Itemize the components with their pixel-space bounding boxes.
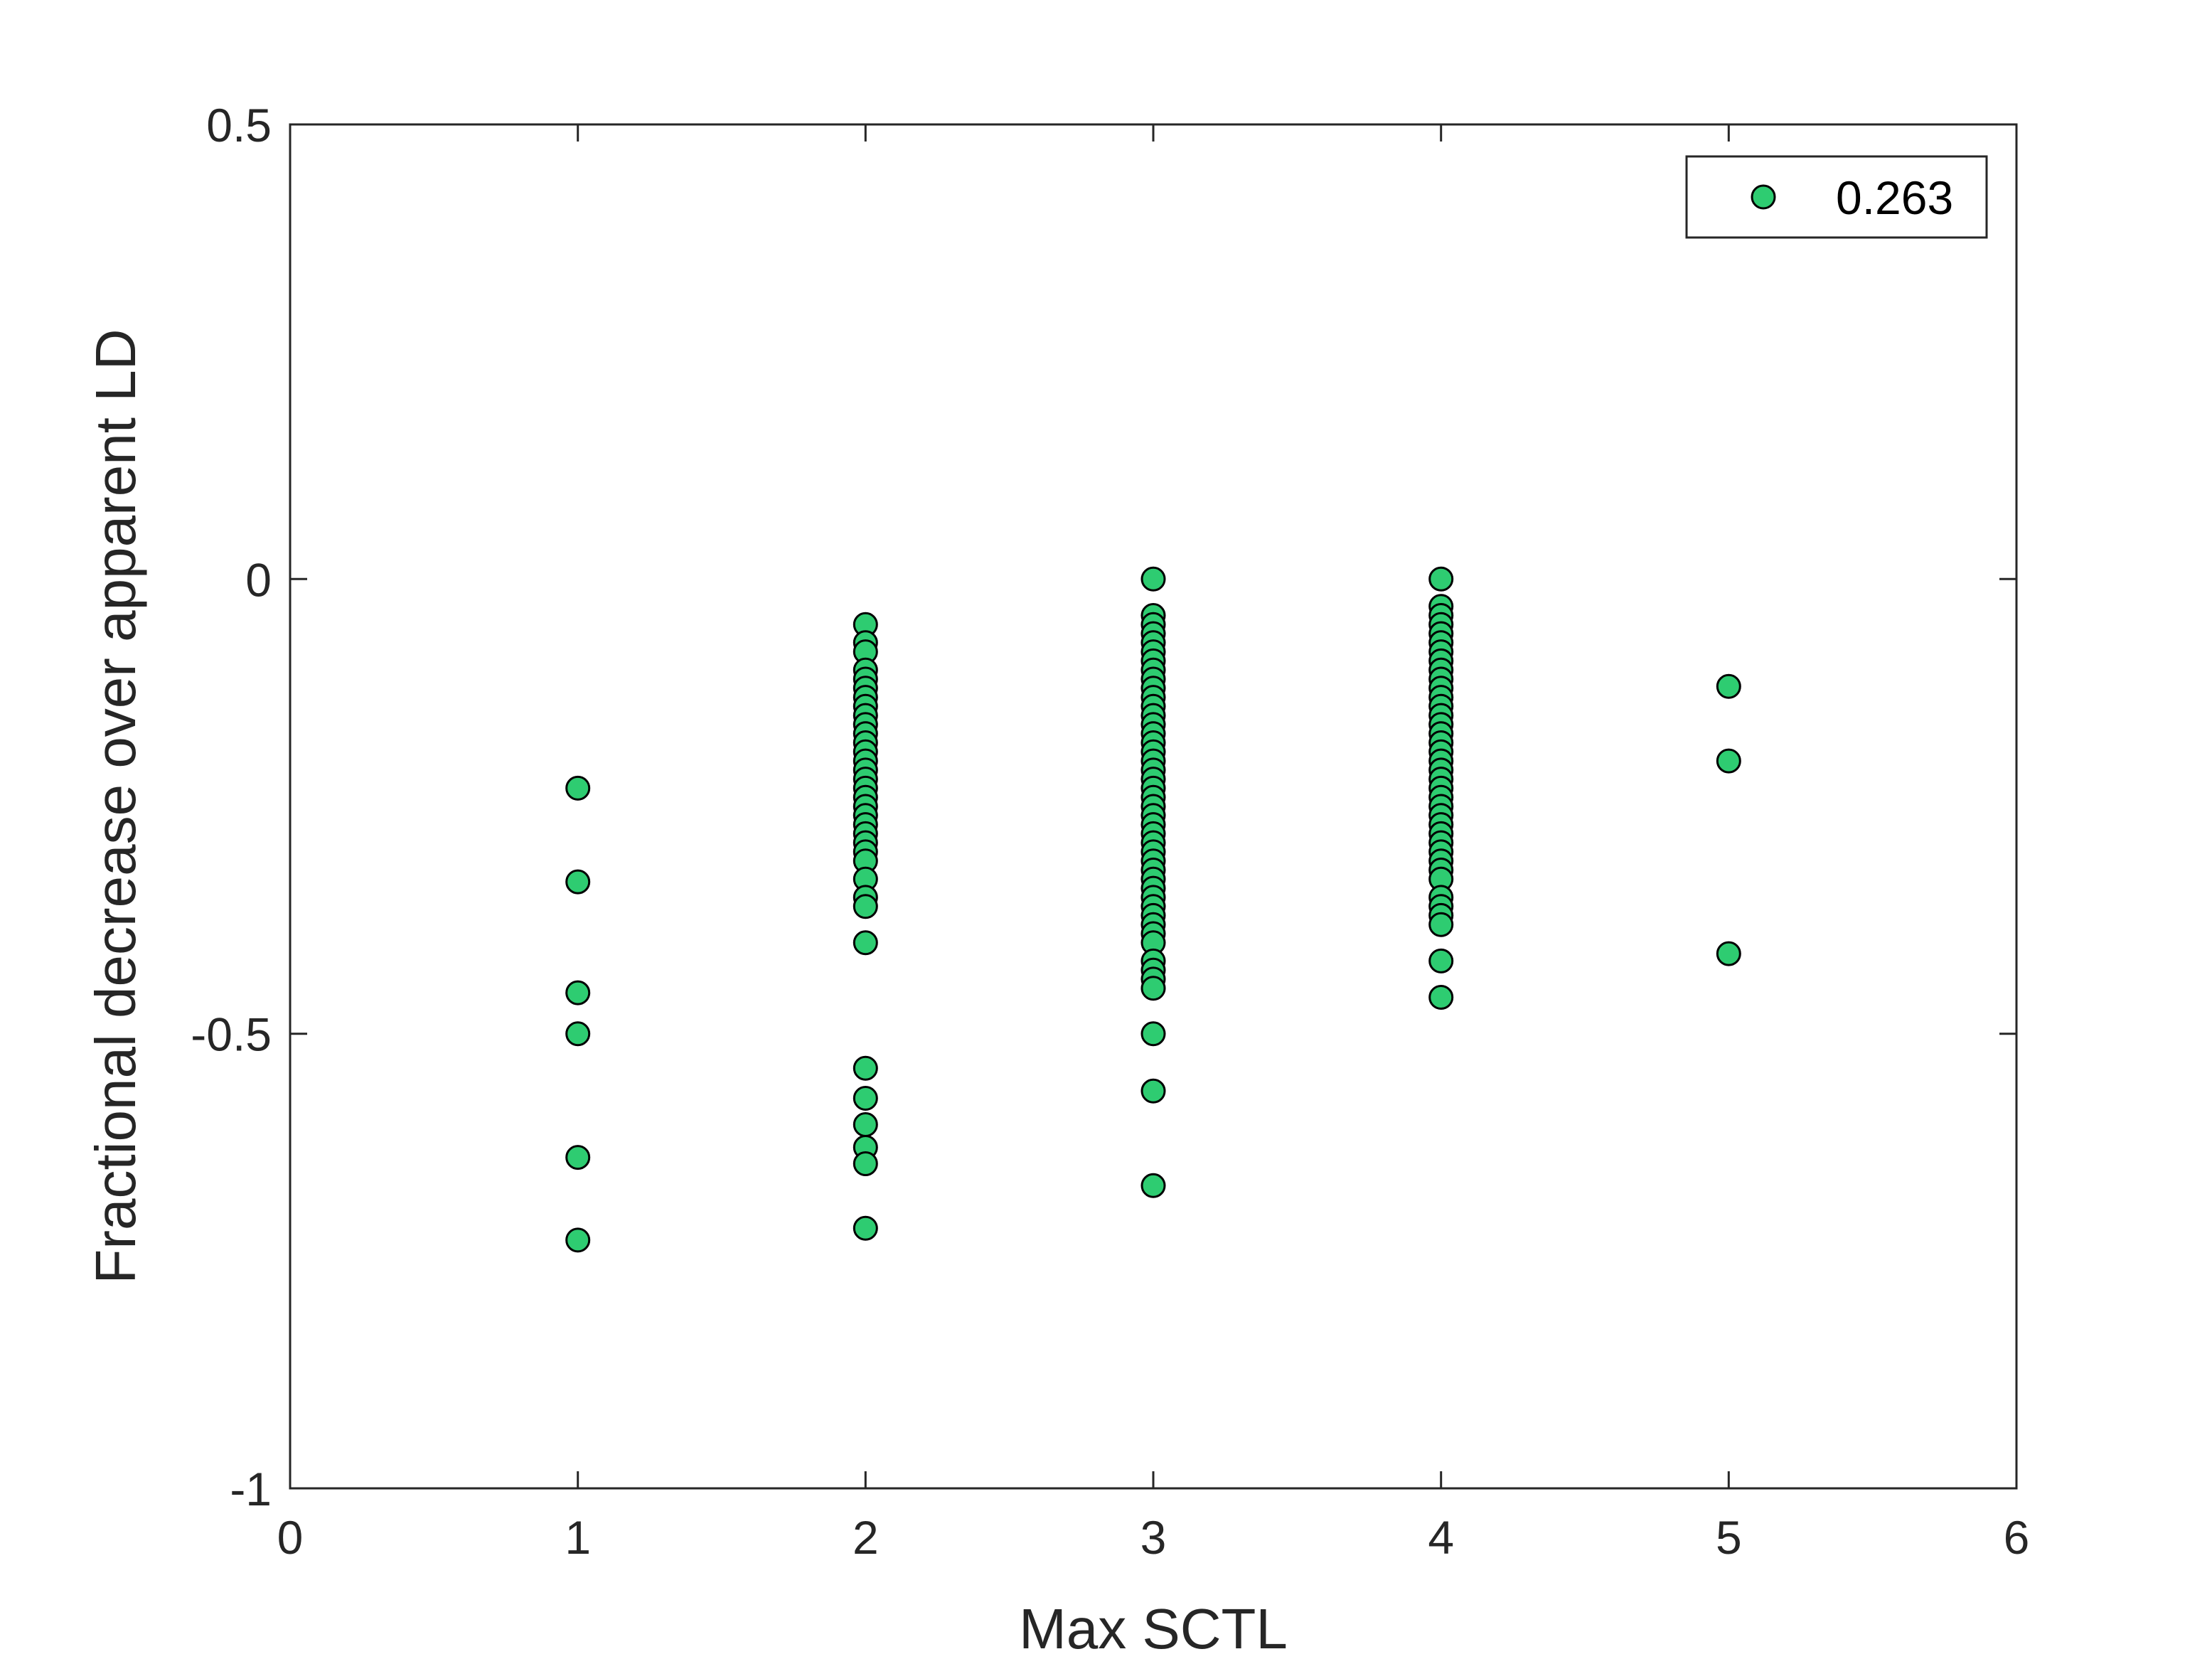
data-point: [1140, 1078, 1166, 1104]
data-point: [853, 1215, 878, 1241]
data-point: [565, 775, 591, 801]
x-axis-label: Max SCTL: [1019, 1597, 1288, 1659]
y-tick-label: 0: [245, 553, 272, 606]
data-point: [853, 930, 878, 956]
data-point: [565, 1227, 591, 1253]
data-point: [1428, 912, 1454, 937]
legend-label: 0.263: [1836, 171, 1953, 224]
data-point: [1140, 1021, 1166, 1047]
data-point: [1428, 985, 1454, 1010]
data-point: [1716, 941, 1741, 966]
data-point: [853, 1086, 878, 1111]
data-point: [565, 1145, 591, 1170]
data-point: [1716, 748, 1741, 774]
legend-marker: [1751, 184, 1776, 210]
x-tick-label: 5: [1716, 1511, 1742, 1564]
points-layer: [565, 566, 1741, 1253]
ticks-layer: [289, 123, 2018, 1490]
data-point: [1140, 1173, 1166, 1198]
data-point: [565, 869, 591, 895]
y-tick-label: -0.5: [191, 1008, 272, 1061]
legend-box: [1685, 155, 1988, 239]
y-tick-label: 0.5: [206, 99, 272, 151]
y-axis-label: Fractional decrease over apparent LD: [84, 329, 147, 1284]
data-point: [565, 980, 591, 1005]
data-point: [565, 1021, 591, 1047]
data-point: [853, 894, 878, 919]
x-tick-label: 3: [1140, 1511, 1167, 1564]
tick-labels-layer: 0 1 2 3 4 5 6 -1 -0.5 0 0.5: [191, 99, 2029, 1564]
x-tick-label: 6: [2004, 1511, 2030, 1564]
data-point: [1140, 976, 1166, 1001]
x-tick-label: 4: [1428, 1511, 1454, 1564]
data-point: [1428, 566, 1454, 592]
data-point: [1716, 673, 1741, 699]
x-tick-label: 0: [277, 1511, 304, 1564]
legend: 0.263: [1685, 155, 1988, 239]
data-point: [853, 1055, 878, 1081]
y-tick-label: -1: [230, 1463, 272, 1515]
data-point: [1140, 566, 1166, 592]
data-point: [853, 1151, 878, 1176]
x-tick-label: 2: [853, 1511, 879, 1564]
data-point: [853, 1112, 878, 1137]
data-point: [1428, 948, 1454, 973]
x-tick-label: 1: [565, 1511, 591, 1564]
